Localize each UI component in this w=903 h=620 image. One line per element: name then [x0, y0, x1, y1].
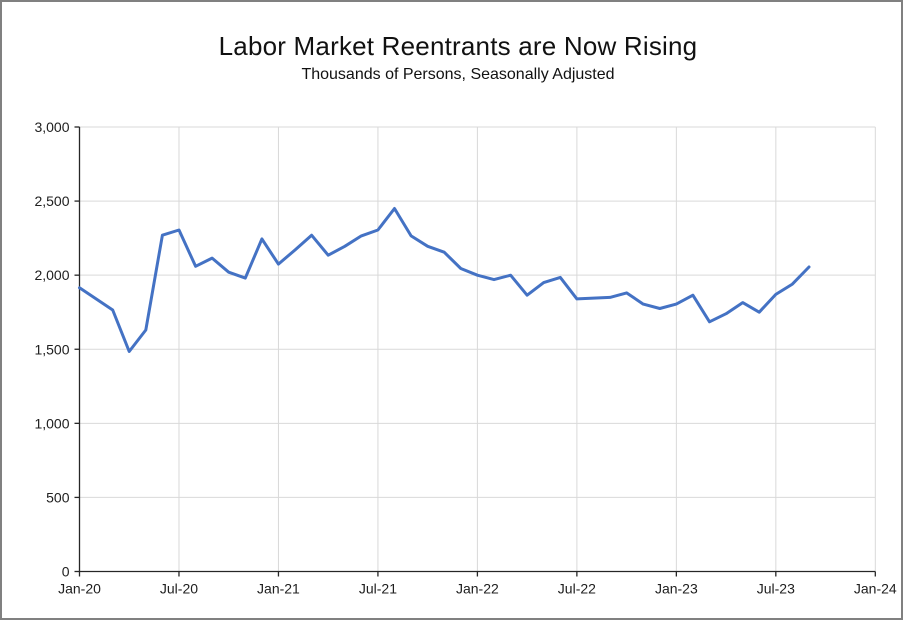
- x-tick-label: Jul-22: [558, 581, 596, 597]
- y-tick-label: 500: [46, 489, 70, 505]
- x-tick-label: Jul-21: [359, 581, 397, 597]
- x-tick-label: Jan-20: [58, 581, 101, 597]
- y-tick-label: 1,500: [34, 341, 69, 357]
- chart-subtitle: Thousands of Persons, Seasonally Adjuste…: [301, 66, 615, 83]
- x-tick-label: Jan-24: [854, 581, 897, 597]
- chart-title: Labor Market Reentrants are Now Rising: [218, 31, 698, 61]
- y-tick-label: 2,500: [34, 193, 69, 209]
- x-tick-label: Jan-21: [257, 581, 300, 597]
- x-tick-label: Jul-23: [757, 581, 795, 597]
- y-tick-label: 3,000: [34, 119, 69, 135]
- data-line-series: [78, 207, 811, 353]
- y-tick-label: 1,000: [34, 415, 69, 431]
- y-tick-label: 2,000: [34, 267, 69, 283]
- x-tick-label: Jul-20: [160, 581, 198, 597]
- y-tick-label: 0: [62, 564, 70, 580]
- x-tick-label: Jan-23: [655, 581, 698, 597]
- x-tick-label: Jan-22: [456, 581, 499, 597]
